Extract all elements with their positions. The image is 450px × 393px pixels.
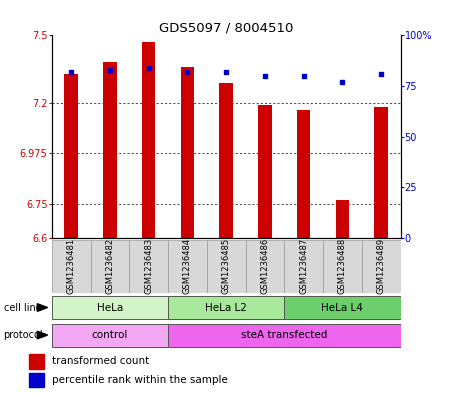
Text: GSM1236488: GSM1236488 <box>338 238 347 294</box>
Bar <box>297 110 310 238</box>
Bar <box>323 240 362 293</box>
Text: protocol: protocol <box>4 330 43 340</box>
Text: GSM1236489: GSM1236489 <box>377 238 386 294</box>
Bar <box>168 240 207 293</box>
Text: HeLa L2: HeLa L2 <box>205 303 247 312</box>
Bar <box>103 62 117 238</box>
Bar <box>52 240 90 293</box>
Bar <box>29 354 44 369</box>
Bar <box>284 296 400 319</box>
Bar <box>207 240 246 293</box>
Bar <box>258 105 272 238</box>
Text: HeLa: HeLa <box>97 303 123 312</box>
Text: GSM1236486: GSM1236486 <box>261 238 270 294</box>
Text: HeLa L4: HeLa L4 <box>321 303 363 312</box>
Text: GSM1236481: GSM1236481 <box>67 238 76 294</box>
Bar <box>168 323 400 347</box>
Bar <box>142 42 155 238</box>
Text: cell line: cell line <box>4 303 41 312</box>
Bar <box>180 67 194 238</box>
Bar <box>362 240 400 293</box>
Title: GDS5097 / 8004510: GDS5097 / 8004510 <box>159 21 293 34</box>
Text: GSM1236484: GSM1236484 <box>183 238 192 294</box>
Bar <box>29 373 44 387</box>
Bar <box>52 296 168 319</box>
Bar <box>90 240 129 293</box>
Text: control: control <box>92 330 128 340</box>
Text: steA transfected: steA transfected <box>241 330 328 340</box>
Text: GSM1236482: GSM1236482 <box>105 238 114 294</box>
Text: GSM1236485: GSM1236485 <box>221 238 230 294</box>
Bar <box>374 107 388 238</box>
Text: GSM1236487: GSM1236487 <box>299 238 308 294</box>
Polygon shape <box>37 304 48 311</box>
Bar <box>129 240 168 293</box>
Bar <box>64 73 78 238</box>
Bar <box>219 83 233 238</box>
Bar <box>52 323 168 347</box>
Bar <box>284 240 323 293</box>
Bar <box>168 296 284 319</box>
Text: GSM1236483: GSM1236483 <box>144 238 153 294</box>
Bar <box>336 200 349 238</box>
Bar <box>246 240 284 293</box>
Text: transformed count: transformed count <box>52 356 149 366</box>
Polygon shape <box>37 331 48 339</box>
Text: percentile rank within the sample: percentile rank within the sample <box>52 375 227 385</box>
